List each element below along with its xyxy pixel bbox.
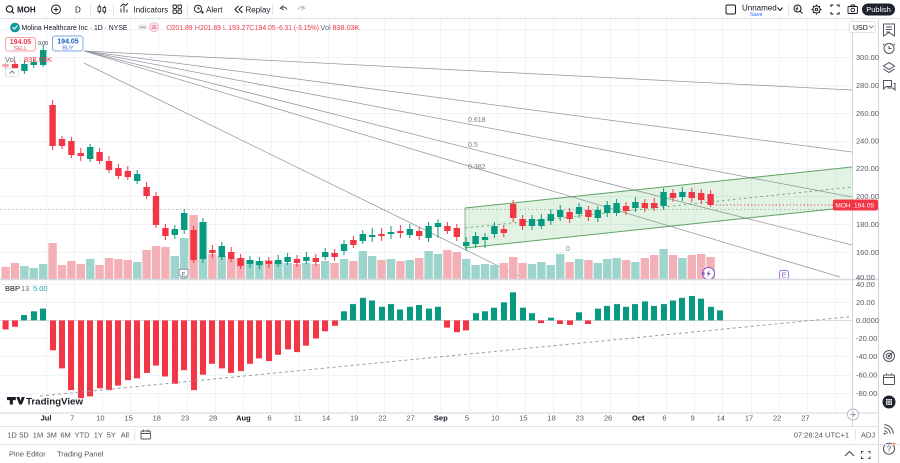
svg-text:0.5: 0.5	[468, 142, 478, 149]
svg-text:5Y: 5Y	[107, 431, 116, 440]
svg-text:201.89: 201.89	[172, 23, 193, 32]
svg-text:17: 17	[745, 414, 753, 423]
svg-text:194.05: 194.05	[854, 203, 874, 210]
svg-text:6: 6	[662, 414, 666, 423]
svg-text:194.05: 194.05	[57, 39, 79, 46]
svg-text:07:26:24 UTC+1: 07:26:24 UTC+1	[794, 431, 849, 440]
svg-text:1D: 1D	[7, 431, 17, 440]
svg-text:Molina Healthcare Inc · 1D · N: Molina Healthcare Inc · 1D · NYSE	[22, 23, 128, 32]
svg-text:18: 18	[153, 414, 161, 423]
svg-text:0.618: 0.618	[468, 117, 486, 124]
svg-text:Jul: Jul	[41, 414, 52, 423]
svg-text:194.05: 194.05	[10, 39, 32, 46]
svg-text:Save: Save	[750, 12, 763, 18]
svg-text:E: E	[182, 272, 186, 278]
svg-text:40.00: 40.00	[856, 273, 875, 282]
svg-text:ADJ: ADJ	[861, 431, 875, 440]
svg-text:5D: 5D	[19, 431, 29, 440]
svg-text:240.00: 240.00	[856, 137, 879, 146]
svg-text:3M: 3M	[46, 431, 56, 440]
svg-text:15: 15	[519, 414, 527, 423]
svg-text:0.00: 0.00	[38, 41, 48, 47]
svg-text:7: 7	[70, 414, 74, 423]
svg-text:Sep: Sep	[434, 414, 448, 423]
svg-text:0.382: 0.382	[468, 164, 486, 171]
svg-text:160.00: 160.00	[856, 248, 879, 257]
svg-text:22: 22	[773, 414, 781, 423]
svg-text:9: 9	[691, 414, 695, 423]
svg-text:YTD: YTD	[75, 431, 91, 440]
svg-text:0.0000: 0.0000	[856, 316, 879, 325]
svg-text:20.00: 20.00	[856, 298, 875, 307]
svg-text:280.00: 280.00	[856, 81, 879, 90]
svg-text:Trading Panel: Trading Panel	[57, 450, 104, 459]
svg-text:260.00: 260.00	[856, 109, 879, 118]
svg-text:All: All	[121, 431, 130, 440]
svg-text:6M: 6M	[60, 431, 70, 440]
svg-text:22: 22	[378, 414, 386, 423]
svg-text:27: 27	[406, 414, 414, 423]
svg-text:11: 11	[294, 414, 302, 423]
svg-text:-60.00: -60.00	[856, 371, 877, 380]
svg-text:·: ·	[19, 55, 22, 64]
svg-text:15: 15	[124, 414, 132, 423]
svg-text:5.00: 5.00	[33, 284, 48, 293]
svg-text:220.00: 220.00	[856, 164, 879, 173]
svg-text:Publish: Publish	[866, 5, 891, 14]
svg-text:Alert: Alert	[206, 6, 223, 15]
svg-text:194.05: 194.05	[255, 23, 276, 32]
svg-text:1M: 1M	[33, 431, 43, 440]
svg-text:0: 0	[566, 246, 570, 253]
svg-text:23: 23	[576, 414, 584, 423]
svg-text:5: 5	[465, 414, 469, 423]
svg-text:O: O	[166, 23, 172, 32]
svg-text:E: E	[782, 273, 787, 280]
svg-text:Pine Editor: Pine Editor	[9, 450, 46, 459]
svg-text:Oct: Oct	[632, 414, 645, 423]
svg-text:-6.31 (-3.15%): -6.31 (-3.15%)	[277, 23, 319, 32]
svg-text:Replay: Replay	[246, 6, 271, 15]
svg-text:180.00: 180.00	[856, 220, 879, 229]
svg-text:10: 10	[491, 414, 499, 423]
svg-text:-40.00: -40.00	[856, 352, 877, 361]
svg-text:TradingView: TradingView	[26, 397, 83, 407]
svg-text:USD: USD	[853, 25, 868, 32]
svg-text:26: 26	[604, 414, 612, 423]
svg-text:838.03K: 838.03K	[333, 23, 360, 32]
svg-text:?: ?	[887, 445, 892, 454]
svg-text:Aug: Aug	[236, 414, 251, 423]
svg-text:D: D	[75, 6, 81, 15]
svg-text:10: 10	[96, 414, 104, 423]
svg-text:14: 14	[717, 414, 725, 423]
svg-text:Unnamed: Unnamed	[742, 4, 777, 13]
svg-text:H: H	[195, 23, 200, 32]
svg-text:Vol: Vol	[5, 55, 16, 64]
svg-text:838.03K: 838.03K	[24, 55, 52, 64]
svg-text:C: C	[249, 23, 255, 32]
svg-text:Vol: Vol	[320, 23, 331, 32]
svg-text:40.00: 40.00	[856, 280, 875, 289]
svg-text:1Y: 1Y	[94, 431, 103, 440]
svg-text:19: 19	[350, 414, 358, 423]
svg-text:BBP: BBP	[5, 284, 20, 293]
svg-text:BUY: BUY	[62, 46, 74, 52]
svg-text:201.89: 201.89	[200, 23, 221, 32]
svg-text:Indicators: Indicators	[134, 6, 169, 15]
svg-text:MOH: MOH	[835, 203, 850, 210]
svg-text:200.00: 200.00	[856, 192, 879, 201]
svg-text:193.27: 193.27	[228, 23, 249, 32]
svg-text:MOH: MOH	[17, 6, 36, 15]
svg-text:18: 18	[547, 414, 555, 423]
svg-text:14: 14	[322, 414, 330, 423]
svg-text:L: L	[223, 23, 227, 32]
svg-text:SELL: SELL	[14, 46, 27, 52]
svg-text:-20.00: -20.00	[856, 334, 877, 343]
svg-text:300.00: 300.00	[856, 53, 879, 62]
svg-text:13: 13	[21, 284, 29, 293]
svg-text:-80.00: -80.00	[856, 389, 877, 398]
svg-text:28: 28	[209, 414, 217, 423]
svg-text:6: 6	[268, 414, 272, 423]
svg-text:27: 27	[801, 414, 809, 423]
svg-text:23: 23	[181, 414, 189, 423]
